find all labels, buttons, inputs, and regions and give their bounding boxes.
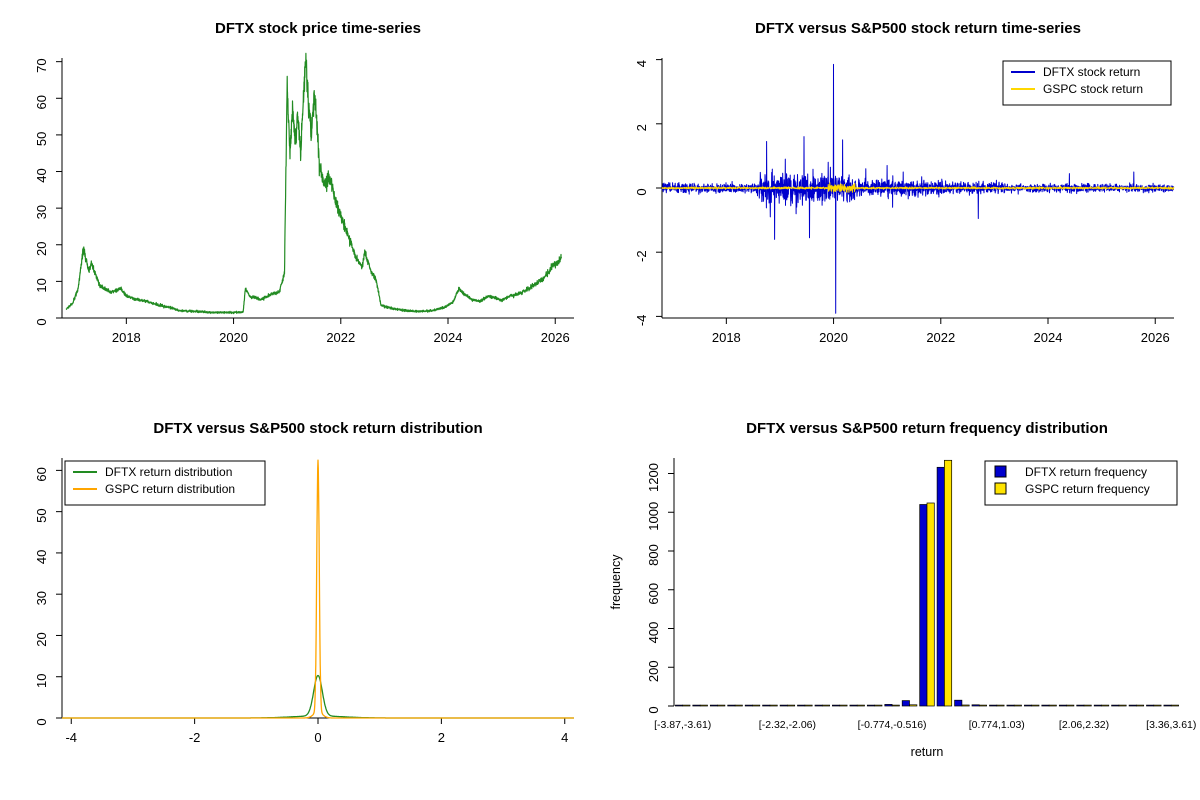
svg-text:[0.774,1.03): [0.774,1.03) [969, 719, 1025, 731]
svg-text:4: 4 [634, 60, 649, 67]
svg-text:frequency: frequency [609, 554, 623, 610]
svg-text:2024: 2024 [434, 330, 463, 345]
svg-text:[-0.774,-0.516): [-0.774,-0.516) [858, 719, 927, 731]
svg-text:600: 600 [646, 583, 661, 605]
svg-text:1200: 1200 [646, 463, 661, 492]
svg-text:-4: -4 [65, 730, 77, 745]
svg-text:60: 60 [34, 95, 49, 109]
svg-text:DFTX stock return: DFTX stock return [1043, 65, 1140, 79]
frequency-chart-panel: DFTX versus S&P500 return frequency dist… [600, 400, 1200, 800]
density-chart-svg: 0 10 20 30 40 50 60 -4 -2 0 2 4 DFTX return distribu… [34, 458, 575, 745]
svg-text:2020: 2020 [219, 330, 248, 345]
svg-text:0: 0 [34, 318, 49, 325]
svg-text:2018: 2018 [112, 330, 141, 345]
svg-text:GSPC stock return: GSPC stock return [1043, 82, 1143, 96]
density-chart-title: DFTX versus S&P500 stock return distribu… [153, 420, 483, 437]
frequency-chart-title: DFTX versus S&P500 return frequency dist… [746, 420, 1108, 437]
svg-text:0: 0 [646, 706, 661, 713]
frequency-chart-svg: 0 200 400 600 800 1000 1200 [-3.87,-3.61) [-2.32… [609, 458, 1196, 759]
svg-text:800: 800 [646, 544, 661, 566]
svg-text:[2.06,2.32): [2.06,2.32) [1059, 719, 1109, 731]
svg-text:30: 30 [34, 205, 49, 219]
svg-text:20: 20 [34, 242, 49, 256]
svg-text:2020: 2020 [819, 330, 848, 345]
svg-text:2: 2 [634, 124, 649, 131]
svg-text:50: 50 [34, 508, 49, 522]
svg-text:10: 10 [34, 673, 49, 687]
svg-text:2022: 2022 [326, 330, 355, 345]
svg-text:-2: -2 [634, 250, 649, 262]
svg-text:2024: 2024 [1034, 330, 1063, 345]
price-chart-svg: 0 10 20 30 40 50 60 70 2018 2020 2022 2024 2026 [34, 52, 574, 345]
svg-text:30: 30 [34, 591, 49, 605]
svg-text:0: 0 [314, 730, 321, 745]
svg-text:20: 20 [34, 632, 49, 646]
returns-chart-svg: -4 -2 0 2 4 2018 2020 2022 2024 2026 DFTX stock re… [634, 58, 1175, 345]
svg-text:40: 40 [34, 168, 49, 182]
svg-text:1000: 1000 [646, 502, 661, 531]
svg-text:400: 400 [646, 622, 661, 644]
svg-text:4: 4 [561, 730, 568, 745]
returns-chart-title: DFTX versus S&P500 stock return time-ser… [755, 20, 1081, 37]
svg-text:[-3.87,-3.61): [-3.87,-3.61) [654, 719, 711, 731]
price-chart-title: DFTX stock price time-series [215, 20, 421, 37]
price-chart-panel: DFTX stock price time-series 0 10 20 30 40 50… [0, 0, 600, 400]
svg-text:DFTX return frequency: DFTX return frequency [1025, 465, 1147, 479]
svg-text:[3.36,3.61): [3.36,3.61) [1146, 719, 1196, 731]
svg-text:-2: -2 [189, 730, 201, 745]
svg-text:2018: 2018 [712, 330, 741, 345]
svg-text:GSPC return frequency: GSPC return frequency [1025, 482, 1150, 496]
svg-text:70: 70 [34, 58, 49, 72]
svg-text:return: return [911, 745, 944, 759]
svg-text:2: 2 [438, 730, 445, 745]
svg-text:0: 0 [634, 188, 649, 195]
svg-text:10: 10 [34, 278, 49, 292]
density-chart-panel: DFTX versus S&P500 stock return distribu… [0, 400, 600, 800]
svg-text:40: 40 [34, 550, 49, 564]
svg-text:60: 60 [34, 467, 49, 481]
svg-text:-4: -4 [634, 315, 649, 327]
svg-text:GSPC return distribution: GSPC return distribution [105, 482, 235, 496]
svg-text:2022: 2022 [926, 330, 955, 345]
svg-text:DFTX return distribution: DFTX return distribution [105, 465, 232, 479]
svg-text:2026: 2026 [541, 330, 570, 345]
svg-text:2026: 2026 [1141, 330, 1170, 345]
svg-text:50: 50 [34, 132, 49, 146]
returns-chart-panel: DFTX versus S&P500 stock return time-ser… [600, 0, 1200, 400]
svg-text:[-2.32,-2.06): [-2.32,-2.06) [759, 719, 816, 731]
svg-text:200: 200 [646, 660, 661, 682]
svg-text:0: 0 [34, 718, 49, 725]
